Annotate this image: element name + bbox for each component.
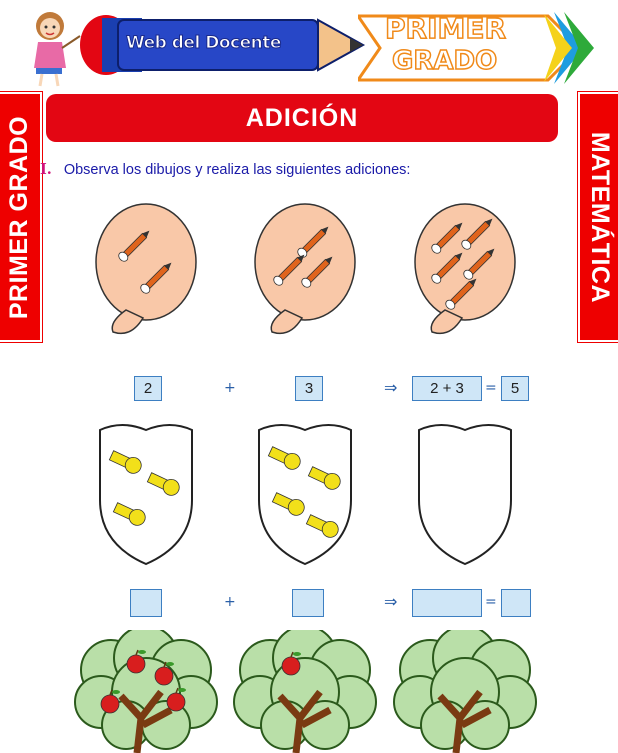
whistle-icon <box>112 502 146 526</box>
teacher-illustration <box>34 12 81 87</box>
header: Web del Docente PRIMER GRADO <box>0 0 618 90</box>
tree-picture <box>74 630 218 753</box>
page-title: ADICIÓN <box>46 94 558 142</box>
balloon-picture <box>254 203 356 335</box>
first-addend-box-2[interactable] <box>130 589 162 617</box>
side-banner-right: MATEMÁTICA <box>578 92 618 342</box>
shield-icon <box>99 424 193 566</box>
grade-arrow-icon <box>358 12 594 84</box>
plus-sign: + <box>224 380 236 396</box>
balloon-knot-icon <box>111 309 145 335</box>
shield-icon <box>258 424 352 566</box>
whistle-icon <box>305 514 339 538</box>
apple-icon <box>126 649 146 674</box>
instruction-number: I. <box>40 161 52 178</box>
grade-line-2: GRADO <box>391 45 498 77</box>
balloon-icon <box>254 203 356 321</box>
tree-picture <box>233 630 377 753</box>
apple-icon <box>281 651 301 676</box>
pencil-icon <box>461 218 493 250</box>
whistle-icon <box>271 492 305 516</box>
apple-icon <box>100 689 120 714</box>
balloon-picture <box>414 203 516 335</box>
whistle-icon <box>108 450 142 474</box>
pencil-icon <box>431 252 463 284</box>
tree-picture <box>393 630 537 753</box>
whistle-icon <box>267 446 301 470</box>
expression-box-2[interactable] <box>412 589 482 617</box>
tree-row <box>0 630 618 753</box>
equals-sign-2: = <box>485 594 497 610</box>
shield-row <box>0 420 618 570</box>
shield-picture <box>99 424 193 566</box>
balloon-row <box>0 200 618 350</box>
balloon-knot-icon <box>430 309 464 335</box>
pencil-icon <box>297 226 329 258</box>
apple-icon <box>166 687 186 712</box>
whistle-icon <box>307 466 341 490</box>
first-addend-box[interactable]: 2 <box>134 376 162 401</box>
balloon-icon <box>414 203 516 321</box>
result-box-2[interactable] <box>501 589 531 617</box>
shield-picture <box>418 424 512 566</box>
tree-trunk-icon <box>118 689 173 753</box>
instruction: I. Observa los dibujos y realiza las sigu… <box>40 161 410 178</box>
pencil-icon <box>118 230 150 262</box>
pencil-icon <box>273 254 305 286</box>
instruction-text: Observa los dibujos y realiza las siguie… <box>63 162 411 178</box>
pencil-icon <box>431 222 463 254</box>
grade-line-1: PRIMER <box>384 11 507 46</box>
pencil-icon <box>445 278 477 310</box>
expression-box[interactable]: 2 + 3 <box>412 376 482 401</box>
pencil-icon <box>463 248 495 280</box>
whistle-icon <box>146 472 180 496</box>
apple-icon <box>154 661 174 686</box>
pencil-logo-icon <box>80 15 366 75</box>
balloon-knot-icon <box>270 309 304 335</box>
arrow-icon-2: ⇒ <box>384 592 398 611</box>
tree-trunk-icon <box>277 689 332 753</box>
plus-sign-2: + <box>224 594 236 610</box>
arrow-icon: ⇒ <box>384 378 398 397</box>
result-box[interactable]: 5 <box>501 376 529 401</box>
shield-icon <box>418 424 512 566</box>
balloon-picture <box>95 203 197 335</box>
pencil-icon <box>301 256 333 288</box>
pencil-icon <box>140 262 172 294</box>
tree-trunk-icon <box>437 689 492 753</box>
shield-picture <box>258 424 352 566</box>
equals-sign: = <box>485 380 497 396</box>
logo-text[interactable]: Web del Docente <box>126 33 282 54</box>
balloon-icon <box>95 203 197 321</box>
side-banner-left: PRIMER GRADO <box>0 92 42 342</box>
second-addend-box-2[interactable] <box>292 589 324 617</box>
second-addend-box[interactable]: 3 <box>295 376 323 401</box>
